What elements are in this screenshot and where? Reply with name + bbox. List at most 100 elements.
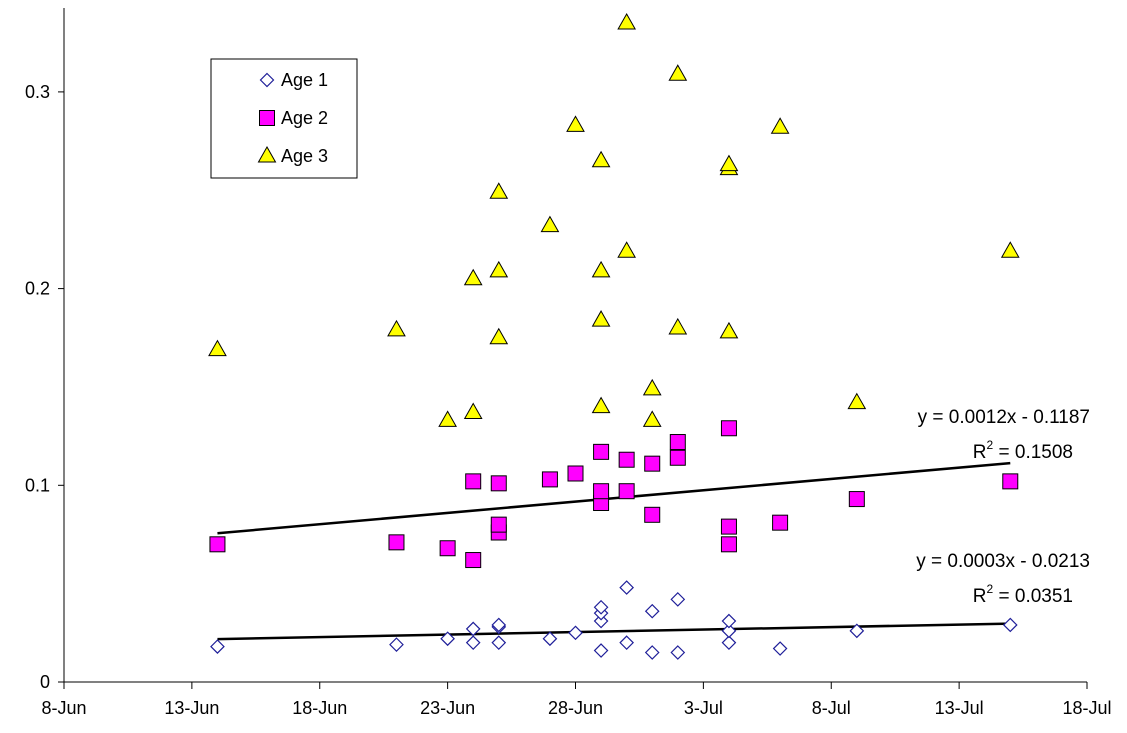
point-age-1	[849, 623, 865, 639]
point-age-3	[591, 260, 611, 278]
r-squared-value: = 0.1508	[993, 442, 1073, 463]
point-age-1	[670, 645, 686, 660]
trendline-equation: y = 0.0012x - 0.1187	[918, 407, 1090, 428]
point-age-1	[465, 621, 481, 637]
point-age-2	[490, 516, 507, 533]
point-age-1	[389, 637, 404, 652]
point-age-3	[719, 154, 739, 172]
point-age-3	[668, 64, 688, 81]
point-age-3	[847, 392, 867, 410]
point-age-1	[593, 599, 609, 615]
point-age-2	[644, 506, 661, 523]
x-tick-label: 8-Jun	[41, 698, 86, 718]
point-age-2	[1002, 473, 1019, 490]
point-age-1	[670, 592, 686, 607]
point-age-3	[540, 215, 560, 233]
point-age-1	[465, 635, 481, 651]
point-age-3	[591, 310, 611, 327]
r-squared-exponent: 2	[987, 582, 994, 596]
point-age-2	[848, 491, 865, 508]
x-tick-label: 13-Jul	[935, 698, 984, 718]
point-age-3	[642, 410, 662, 427]
point-age-3	[668, 317, 688, 335]
point-age-3	[1000, 241, 1020, 258]
point-age-2	[593, 483, 610, 500]
point-age-2	[669, 449, 686, 466]
trendlines	[217, 461, 1011, 641]
point-age-3	[642, 378, 662, 396]
point-age-1	[619, 635, 634, 651]
point-age-3	[489, 260, 509, 278]
legend-marker-age-3	[257, 145, 277, 163]
legend-label: Age 1	[281, 70, 328, 90]
point-age-3	[617, 241, 637, 258]
legend-label: Age 3	[281, 146, 328, 166]
point-age-2	[669, 434, 686, 451]
point-age-1	[644, 603, 660, 619]
legend-marker-age-1	[259, 72, 275, 88]
legend-marker-age-2	[259, 110, 275, 126]
point-age-1	[491, 635, 507, 651]
x-axis-ticks: 8-Jun 13-Jun 18-Jun 23-Jun 28-Jun 3-Jul 8-Jul 1…	[41, 682, 1112, 718]
point-age-1	[440, 631, 455, 647]
point-age-2	[541, 471, 558, 488]
trendline-r-squared: R2 = 0.1508	[973, 438, 1073, 463]
point-age-3	[438, 410, 457, 427]
point-age-3	[591, 396, 611, 414]
point-age-3	[770, 117, 790, 134]
r-squared-exponent: 2	[987, 438, 994, 452]
point-age-2	[618, 483, 635, 500]
x-tick-label: 18-Jul	[1062, 698, 1111, 718]
point-age-1	[542, 631, 558, 647]
point-age-3	[208, 339, 227, 357]
point-age-1	[619, 580, 634, 595]
point-age-2	[593, 443, 610, 460]
trendline-age-1	[217, 622, 1011, 641]
point-age-3	[719, 321, 739, 339]
point-age-1	[721, 635, 737, 651]
point-age-3	[489, 327, 509, 345]
point-age-1	[491, 617, 507, 633]
point-age-3	[617, 13, 637, 30]
point-age-2	[618, 451, 635, 468]
trendline-equation: y = 0.0003x - 0.0213	[916, 551, 1090, 572]
x-tick-label: 8-Jul	[812, 698, 851, 718]
trendline-age-2	[217, 461, 1011, 535]
trendline-r-squared: R2 = 0.0351	[973, 582, 1073, 607]
point-age-3	[591, 150, 611, 168]
point-age-2	[490, 475, 507, 492]
point-age-2	[388, 534, 405, 551]
r-squared-symbol: R	[973, 442, 987, 463]
point-age-3	[566, 115, 585, 132]
legend-box	[210, 58, 358, 179]
y-tick-label: 0.1	[25, 475, 50, 495]
x-tick-label: 13-Jun	[164, 698, 219, 718]
point-age-1	[772, 641, 788, 656]
point-age-2	[720, 420, 737, 437]
point-age-2	[465, 552, 482, 569]
point-age-3	[387, 319, 406, 337]
point-age-2	[772, 514, 789, 531]
point-age-1	[593, 643, 609, 658]
data-points	[208, 13, 1020, 660]
x-tick-label: 3-Jul	[684, 698, 723, 718]
x-tick-label: 18-Jun	[292, 698, 347, 718]
point-age-2	[439, 540, 456, 557]
legend-label: Age 2	[281, 108, 328, 128]
point-age-1	[721, 623, 737, 639]
point-age-1	[1002, 617, 1018, 633]
point-age-1	[568, 625, 583, 641]
point-age-3	[489, 182, 509, 199]
r-squared-value: = 0.0351	[993, 586, 1073, 607]
legend: Age 1 Age 2 Age 3	[210, 58, 358, 179]
point-age-2	[720, 518, 737, 535]
y-tick-label: 0.3	[25, 82, 50, 102]
r-squared-symbol: R	[973, 586, 987, 607]
x-tick-label: 23-Jun	[420, 698, 475, 718]
point-age-1	[210, 639, 225, 654]
point-age-1	[644, 645, 660, 660]
point-age-2	[465, 473, 482, 490]
point-age-3	[463, 268, 483, 286]
point-age-2	[209, 536, 226, 553]
